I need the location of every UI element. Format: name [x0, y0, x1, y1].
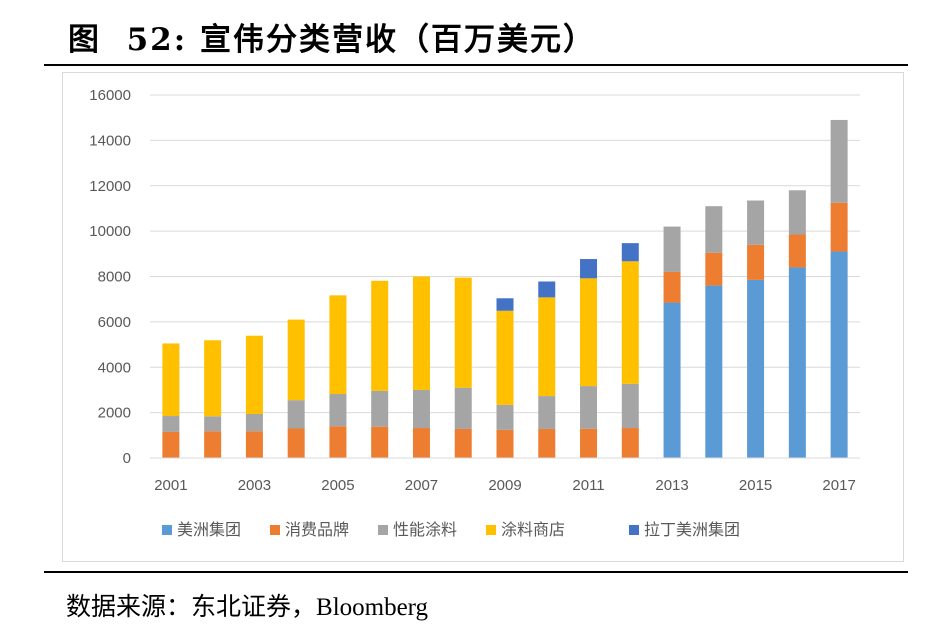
- x-tick-label-2007: 2007: [405, 477, 438, 494]
- bar-2014-series-0: [705, 285, 723, 458]
- source-prefix: 数据来源：东北证券，: [66, 592, 317, 621]
- x-tick-label-2013: 2013: [655, 477, 688, 494]
- bar-2013-series-0: [663, 302, 681, 458]
- x-axis-ticks: 2001 2003 2005 2007 2009 2011 2013 2015 2017: [154, 477, 856, 494]
- y-tick-label-8000: 8000: [98, 269, 131, 286]
- bar-2006-series-2: [371, 390, 389, 427]
- bar-2015-series-2: [747, 200, 765, 245]
- figure-title-text: 宣伟分类营收（百万美元）: [199, 22, 596, 58]
- figure-number: 52:: [126, 22, 188, 58]
- bar-2007-series-2: [412, 389, 430, 429]
- bar-2010-series-2: [538, 396, 556, 429]
- legend-label-2: 性能涂料: [393, 520, 457, 539]
- bar-2003-series-3: [245, 335, 263, 414]
- bar-2014-series-1: [705, 252, 723, 286]
- bar-2004-series-1: [287, 428, 305, 458]
- figure-title: 图 52: 宣伟分类营收（百万美元）: [68, 14, 596, 59]
- source-note: 数据来源：东北证券，Bloomberg: [66, 587, 428, 623]
- y-tick-label-14000: 14000: [89, 132, 131, 149]
- bar-2012-series-2: [621, 383, 639, 429]
- x-tick-label-2017: 2017: [822, 477, 855, 494]
- y-tick-label-6000: 6000: [98, 314, 131, 331]
- bar-2012-series-1: [621, 428, 639, 458]
- legend-label-4: 拉丁美洲集团: [644, 520, 740, 539]
- x-tick-label-2001: 2001: [154, 477, 187, 494]
- source-name: Bloomberg: [316, 594, 429, 621]
- legend-label-0: 美洲集团: [177, 520, 241, 539]
- bar-2005-series-2: [329, 394, 347, 427]
- legend-swatch-1: [270, 525, 280, 535]
- bar-2017-series-0: [830, 251, 848, 458]
- bar-2017-series-1: [830, 202, 848, 252]
- bar-2011-series-3: [580, 278, 598, 387]
- bar-2008-series-3: [454, 277, 472, 388]
- bar-2004-series-2: [287, 400, 305, 429]
- bar-2016-series-1: [788, 234, 806, 268]
- x-tick-label-2015: 2015: [739, 477, 772, 494]
- bar-2002-series-1: [204, 431, 222, 458]
- bar-2010-series-1: [538, 428, 556, 458]
- chart-frame: [62, 72, 904, 562]
- bar-2008-series-1: [454, 428, 472, 458]
- bar-2008-series-2: [454, 387, 472, 429]
- bar-2017-series-2: [830, 119, 848, 203]
- x-tick-label-2003: 2003: [238, 477, 271, 494]
- bar-2011-series-4: [580, 259, 598, 279]
- bar-2013-series-2: [663, 226, 681, 272]
- y-tick-label-2000: 2000: [98, 405, 131, 422]
- bar-2011-series-1: [580, 428, 598, 458]
- bar-2015-series-0: [747, 279, 765, 458]
- bar-2001-series-3: [162, 343, 180, 417]
- bar-2010-series-4: [538, 281, 556, 298]
- x-tick-label-2011: 2011: [572, 477, 604, 494]
- bar-2001-series-1: [162, 431, 180, 458]
- bar-2006-series-3: [371, 280, 389, 391]
- y-tick-label-0: 0: [123, 450, 131, 467]
- legend-swatch-2: [378, 525, 388, 535]
- legend-label-3: 涂料商店: [501, 520, 565, 539]
- bar-2002-series-2: [204, 416, 222, 432]
- bar-2006-series-1: [371, 426, 389, 458]
- bar-2005-series-1: [329, 426, 347, 458]
- bar-2001-series-2: [162, 416, 180, 432]
- bar-2002-series-3: [204, 340, 222, 417]
- legend-swatch-4: [629, 525, 639, 535]
- bar-2016-series-0: [788, 267, 806, 458]
- y-tick-label-12000: 12000: [89, 178, 131, 195]
- bar-2014-series-2: [705, 206, 723, 253]
- y-tick-label-16000: 16000: [89, 87, 131, 104]
- bar-2003-series-1: [245, 431, 263, 458]
- bar-2009-series-3: [496, 310, 514, 405]
- bar-2005-series-3: [329, 295, 347, 395]
- figure-label: 图: [68, 22, 101, 58]
- top-rule: [44, 64, 908, 66]
- bar-2011-series-2: [580, 386, 598, 429]
- y-tick-label-4000: 4000: [98, 359, 131, 376]
- bar-2009-series-1: [496, 429, 514, 458]
- y-tick-label-10000: 10000: [89, 223, 131, 240]
- bar-2003-series-2: [245, 413, 263, 432]
- x-tick-label-2005: 2005: [321, 477, 354, 494]
- bar-2010-series-3: [538, 297, 556, 397]
- legend-swatch-3: [486, 525, 496, 535]
- bottom-rule: [44, 571, 908, 573]
- bar-2009-series-2: [496, 404, 514, 430]
- bar-2013-series-1: [663, 271, 681, 303]
- bar-2012-series-3: [621, 261, 639, 384]
- bar-2007-series-1: [412, 428, 430, 458]
- y-axis-ticks: 0 2000 4000 6000 8000 10000 12000 14000 16000: [89, 87, 131, 467]
- bar-2007-series-3: [412, 276, 430, 390]
- legend-swatch-0: [162, 525, 172, 535]
- bar-2015-series-1: [747, 244, 765, 280]
- bars: [162, 119, 848, 458]
- bar-2004-series-3: [287, 319, 305, 401]
- bar-2016-series-2: [788, 190, 806, 235]
- legend-label-1: 消费品牌: [285, 520, 349, 539]
- bar-2009-series-4: [496, 298, 514, 311]
- legend: 美洲集团 消费品牌 性能涂料 涂料商店 拉丁美洲集团: [162, 520, 740, 539]
- bar-2012-series-4: [621, 243, 639, 262]
- x-tick-label-2009: 2009: [488, 477, 521, 494]
